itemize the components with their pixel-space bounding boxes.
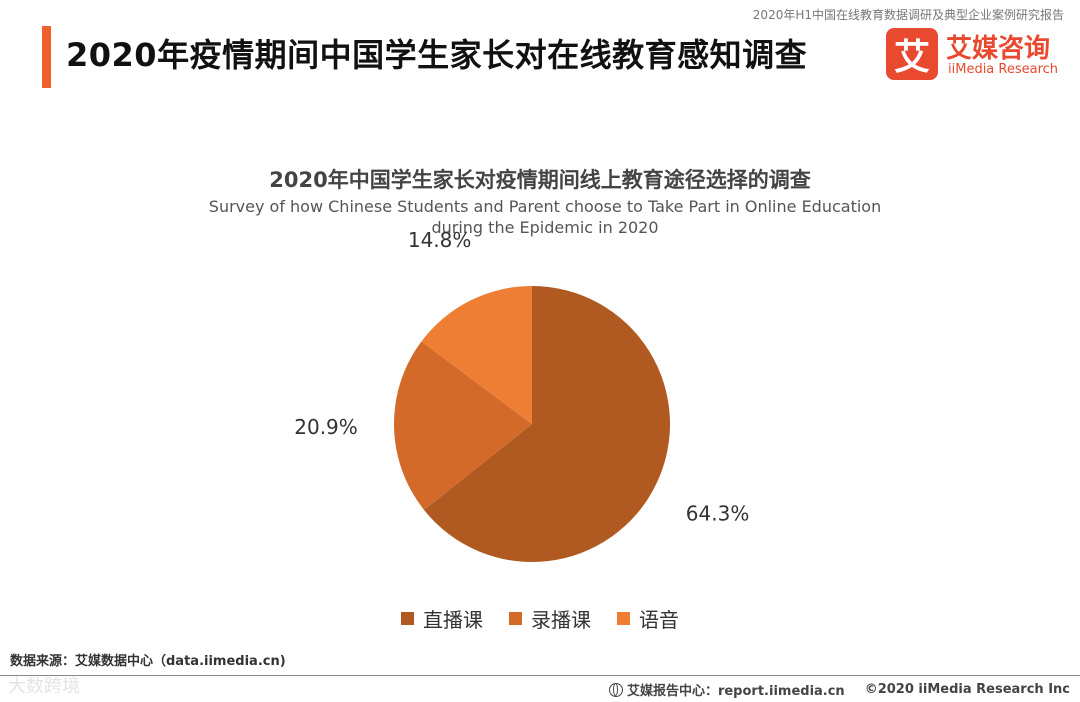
legend-swatch-1: [401, 612, 414, 625]
footer-divider: [0, 675, 1080, 676]
chart-subtitle: Survey of how Chinese Students and Paren…: [208, 197, 882, 237]
legend-label-3: 语音: [639, 608, 679, 632]
legend-label-2: 录播课: [531, 608, 591, 632]
logo-name-cn: 艾媒咨询: [946, 34, 1051, 64]
legend-swatch-2: [509, 612, 522, 625]
legend-item-2: 录播课: [509, 604, 591, 633]
legend-swatch-3: [617, 612, 630, 625]
logo-name-en: iiMedia Research: [948, 62, 1059, 77]
pie-slice-1: [424, 286, 671, 563]
watermark: 大数跨境: [8, 676, 80, 697]
report-series-label: 2020年H1中国在线教育数据调研及典型企业案例研究报告: [752, 8, 1064, 22]
data-label-3: 14.8%: [408, 228, 472, 252]
pie-slice-2: [394, 341, 532, 510]
page-title: 2020年疫情期间中国学生家长对在线教育感知调查: [66, 36, 808, 74]
data-source: 数据来源：艾媒数据中心（data.iimedia.cn): [10, 654, 286, 669]
title-accent-bar: [42, 26, 51, 88]
data-label-2: 20.9%: [294, 415, 358, 439]
chart-legend: 直播课 录播课 语音: [0, 604, 1080, 633]
iimedia-logo: 艾 艾媒咨询 iiMedia Research: [886, 28, 1066, 82]
pie-slice-3: [421, 286, 532, 424]
data-label-1: 64.3%: [686, 501, 750, 525]
legend-item-1: 直播课: [401, 604, 483, 633]
logo-mark-icon: 艾: [886, 28, 938, 80]
chart-title: 2020年中国学生家长对疫情期间线上教育途径选择的调查: [269, 168, 811, 192]
footer-site: 艾媒报告中心：report.iimedia.cn: [626, 684, 845, 699]
footer-copyright: ©2020 iiMedia Research Inc: [864, 682, 1070, 697]
footer: 艾媒报告中心：report.iimedia.cn ©2020 iiMedia R…: [608, 680, 1070, 699]
globe-icon: [608, 682, 623, 697]
legend-label-1: 直播课: [423, 608, 483, 632]
legend-item-3: 语音: [617, 604, 679, 633]
